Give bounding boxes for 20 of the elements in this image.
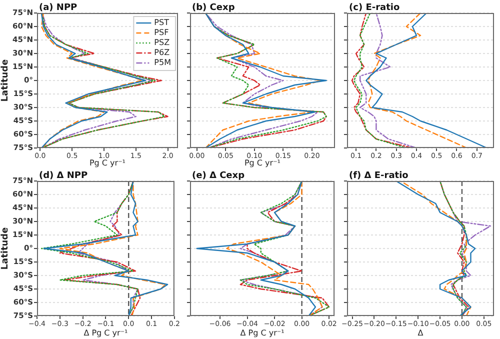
legend-label: PSF bbox=[154, 28, 170, 38]
x-axis-title: Δ Pg C yr⁻¹ bbox=[84, 328, 128, 338]
line-series bbox=[40, 181, 138, 316]
y-axis-title: Latitude bbox=[0, 227, 11, 270]
x-axis-title: Δ bbox=[418, 328, 424, 338]
x-axis-title: Pg C yr⁻¹ bbox=[89, 158, 126, 168]
chart-title: (b) Cexp bbox=[192, 2, 236, 13]
x-axis-title: Pg C yr⁻¹ bbox=[244, 158, 281, 168]
legend-label: P6Z bbox=[154, 48, 170, 58]
legend-label: PST bbox=[154, 18, 170, 28]
line-series bbox=[59, 181, 141, 316]
chart-title: (d) Δ NPP bbox=[39, 170, 88, 181]
chart-title: (c) E-ratio bbox=[349, 2, 400, 13]
x-axis-title: Δ Pg C yr⁻¹ bbox=[240, 328, 284, 338]
chart-title: (e) Δ Cexp bbox=[192, 170, 246, 181]
y-axis-title: Latitude bbox=[0, 59, 11, 102]
chart-title: (a) NPP bbox=[39, 2, 78, 13]
chart-title: (f) Δ E-ratio bbox=[349, 170, 408, 181]
legend-label: P5M bbox=[154, 58, 172, 68]
legend-label: PSZ bbox=[154, 38, 170, 48]
